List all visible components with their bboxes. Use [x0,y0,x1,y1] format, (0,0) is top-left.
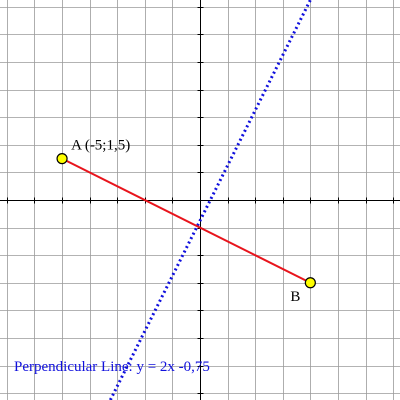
segment-ab [61,157,311,284]
point-b-label: B [290,289,300,305]
point-a-label: A (-5;1,5) [71,138,130,154]
point-b[interactable] [304,277,316,289]
point-a[interactable] [56,153,68,165]
perpendicular-line-equation: Perpendicular Line: y = 2x -0,75 [14,359,210,375]
